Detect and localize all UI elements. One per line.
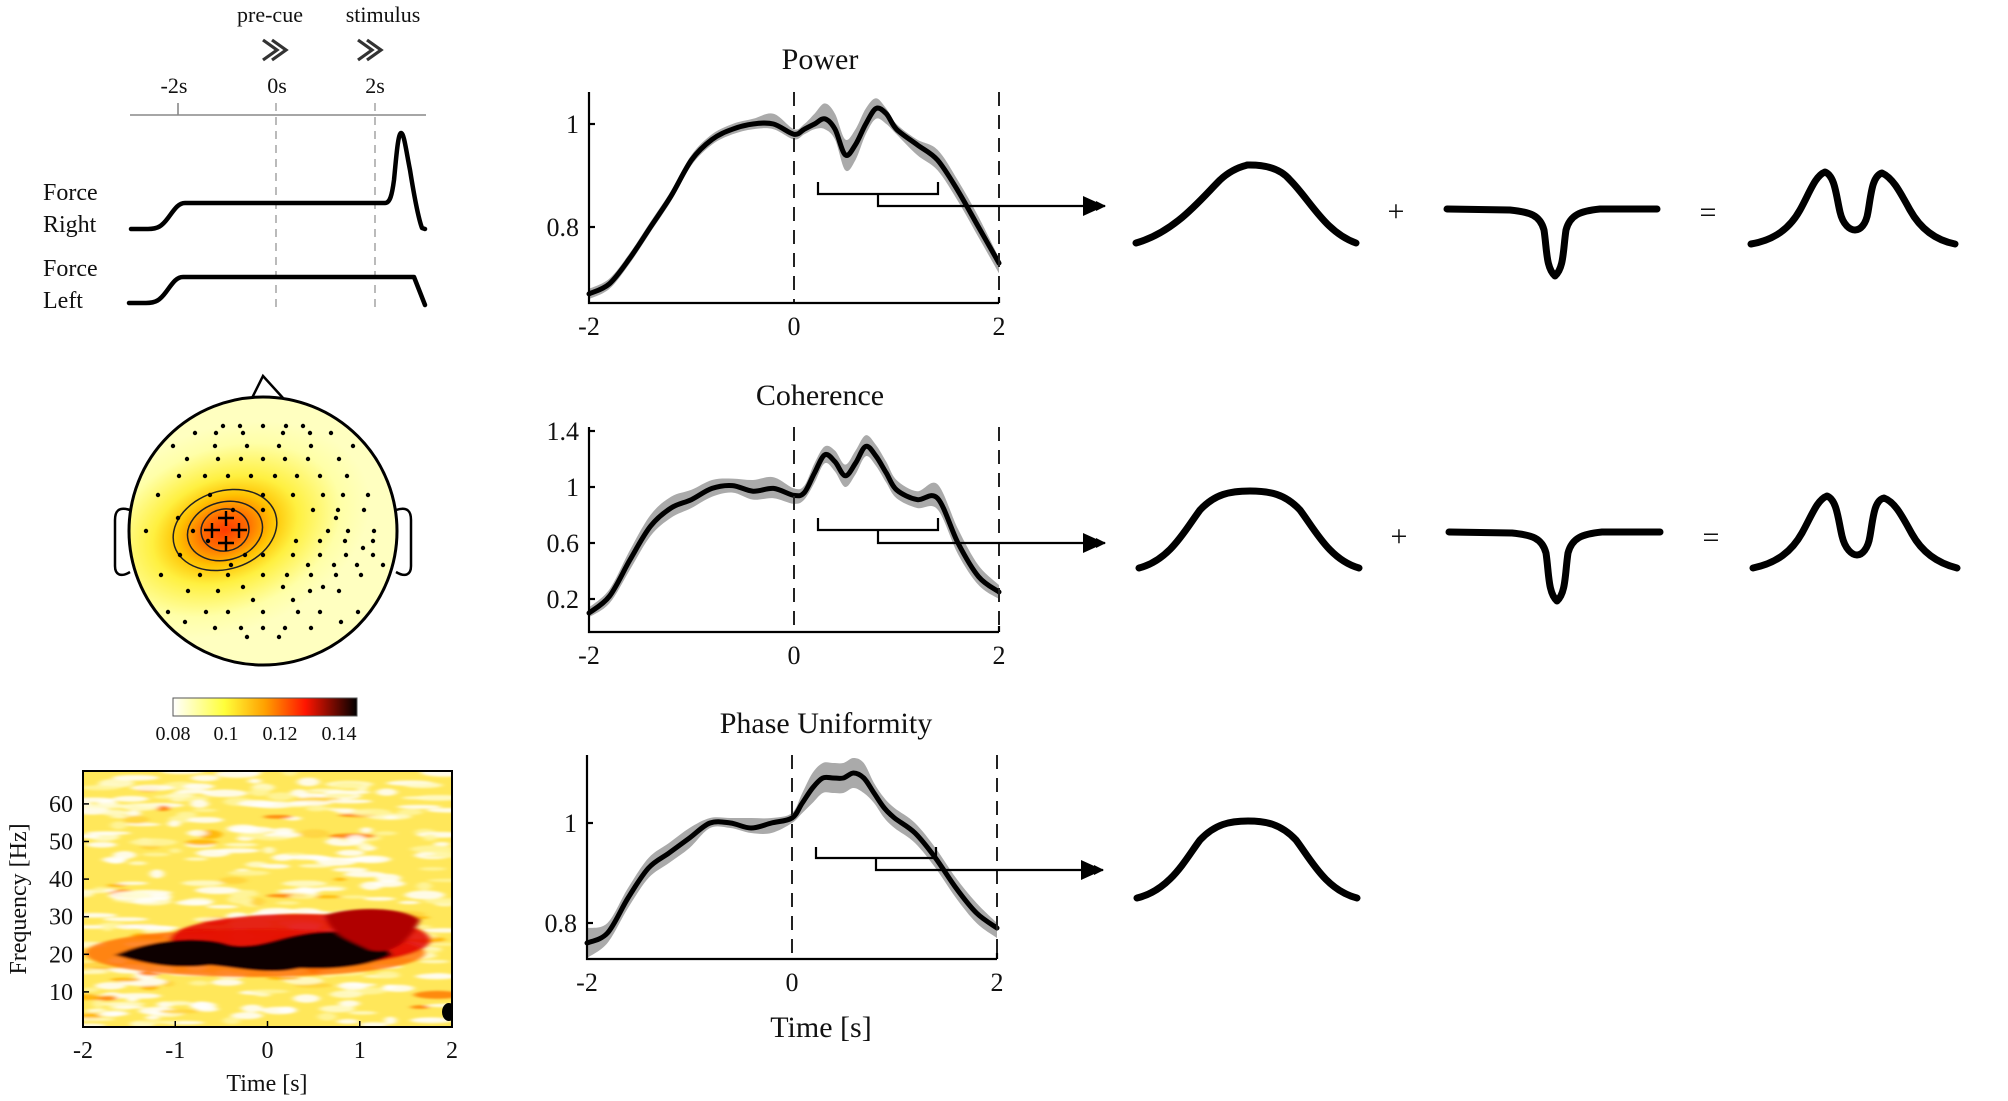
x-tick-label: 0 bbox=[786, 968, 799, 997]
force-right-label-2: Right bbox=[43, 212, 97, 238]
window-bracket-arrow bbox=[816, 518, 1105, 543]
nose bbox=[250, 373, 284, 399]
y-tick-label: 0.8 bbox=[545, 909, 578, 938]
mean-curve bbox=[584, 770, 1000, 946]
contour-lines bbox=[172, 488, 278, 572]
task-timeline: pre-cue stimulus -2s 0s 2s Force Right F… bbox=[43, 2, 428, 314]
confidence-band bbox=[587, 758, 997, 958]
double-chevron-icon bbox=[262, 38, 289, 62]
sustained-component-shape bbox=[1135, 487, 1363, 572]
colorbar-tick: 0.14 bbox=[322, 723, 357, 745]
colorbar-tick: 0.08 bbox=[156, 723, 191, 745]
force-left-label-1: Force bbox=[43, 256, 98, 282]
svg-text:10: 10 bbox=[49, 980, 73, 1006]
svg-text:20: 20 bbox=[49, 942, 73, 968]
axes bbox=[587, 92, 999, 305]
mean-curve bbox=[586, 105, 1002, 297]
spectrogram-y-ticks: 10 20 30 40 50 60 bbox=[49, 792, 89, 1006]
tick-label-minus2s: -2s bbox=[161, 73, 188, 98]
x-tick-label: 0 bbox=[788, 312, 801, 341]
spectrogram-xlabel: Time [s] bbox=[226, 1071, 307, 1097]
stimulus-label: stimulus bbox=[346, 2, 421, 27]
tick-label-0s: 0s bbox=[267, 73, 287, 98]
event-stimulus: stimulus bbox=[346, 2, 421, 62]
arrowhead-icon bbox=[1083, 196, 1105, 216]
svg-text:0: 0 bbox=[262, 1038, 274, 1064]
head-outline bbox=[127, 395, 399, 667]
force-left-trace bbox=[126, 274, 428, 308]
transient-dip-shape bbox=[1445, 528, 1664, 605]
svg-text:-1: -1 bbox=[165, 1038, 185, 1064]
tick-label-2s: 2s bbox=[365, 73, 385, 98]
combined-shape bbox=[1749, 492, 1961, 572]
power-title: Power bbox=[782, 43, 859, 76]
window-bracket-arrow bbox=[814, 847, 1103, 870]
decomposition-row-coherence: + = bbox=[1135, 487, 1961, 605]
left-ear bbox=[113, 507, 131, 577]
svg-text:30: 30 bbox=[49, 905, 73, 931]
svg-text:60: 60 bbox=[49, 792, 73, 818]
plus-sign: + bbox=[1388, 195, 1405, 228]
colorbar: 0.08 0.1 0.12 0.14 bbox=[156, 697, 358, 745]
phase-uniformity-plot: Phase Uniformity Time [s] 0.8 1 -2 0 2 bbox=[545, 707, 1104, 1044]
confidence-band bbox=[589, 435, 999, 618]
coherence-title: Coherence bbox=[756, 379, 884, 412]
right-ear bbox=[395, 507, 413, 577]
colorbar-tick: 0.12 bbox=[263, 723, 298, 745]
beta-band-blob bbox=[85, 908, 430, 977]
time-frequency-plot: 10 20 30 40 50 60 -2 -1 0 1 2 Frequency [Hz] Time… bbox=[6, 770, 458, 1097]
y-tick-label: 1 bbox=[564, 809, 577, 838]
selected-electrode-markers bbox=[204, 511, 247, 551]
x-tick-label: -2 bbox=[576, 968, 598, 997]
x-tick-label: 2 bbox=[993, 641, 1006, 670]
double-chevron-icon bbox=[357, 38, 384, 62]
power-plot: Power 0.8 1 -2 0 2 bbox=[547, 43, 1106, 341]
combined-shape bbox=[1747, 168, 1959, 248]
plus-sign: + bbox=[1391, 520, 1408, 553]
y-tick-label: 0.6 bbox=[547, 529, 580, 558]
colorbar-tick: 0.1 bbox=[214, 723, 239, 745]
x-tick-label: 2 bbox=[993, 312, 1006, 341]
decomposition-row-power: + = bbox=[1132, 161, 1959, 280]
force-right-label-1: Force bbox=[43, 180, 98, 206]
phase-uniformity-title: Phase Uniformity bbox=[720, 707, 932, 740]
scalp-topography bbox=[113, 373, 413, 667]
force-right-trace bbox=[128, 130, 428, 232]
equals-sign: = bbox=[1703, 521, 1720, 554]
axes bbox=[587, 427, 999, 634]
x-tick-label: 0 bbox=[788, 641, 801, 670]
svg-text:40: 40 bbox=[49, 867, 73, 893]
arrowhead-icon bbox=[1081, 860, 1103, 880]
window-bracket-arrow bbox=[816, 182, 1105, 206]
spectrogram-x-ticks: -2 -1 0 1 2 bbox=[73, 1021, 458, 1064]
decomposition-row-phase bbox=[1133, 817, 1361, 902]
y-tick-label: 0.2 bbox=[547, 585, 580, 614]
precue-label: pre-cue bbox=[237, 2, 303, 27]
svg-text:2: 2 bbox=[446, 1038, 458, 1064]
mean-curve bbox=[586, 443, 1002, 616]
time-axis-label: Time [s] bbox=[770, 1011, 871, 1044]
svg-text:-2: -2 bbox=[73, 1038, 93, 1064]
y-tick-label: 1.4 bbox=[547, 417, 580, 446]
y-tick-label: 0.8 bbox=[547, 213, 580, 242]
force-left-label-2: Left bbox=[43, 288, 83, 314]
sustained-component-shape bbox=[1132, 161, 1360, 247]
arrowhead-icon bbox=[1083, 533, 1105, 553]
svg-text:1: 1 bbox=[354, 1038, 366, 1064]
equals-sign: = bbox=[1700, 196, 1717, 229]
x-tick-label: -2 bbox=[578, 312, 600, 341]
sustained-component-shape bbox=[1133, 817, 1361, 902]
y-tick-label: 1 bbox=[566, 473, 579, 502]
coherence-plot: Coherence 0.2 0.6 1 1.4 -2 0 2 bbox=[547, 379, 1106, 670]
x-tick-label: -2 bbox=[578, 641, 600, 670]
y-tick-label: 1 bbox=[566, 110, 579, 139]
electrode-dots bbox=[143, 423, 386, 640]
spectrogram-ylabel: Frequency [Hz] bbox=[6, 823, 32, 974]
event-precue: pre-cue bbox=[237, 2, 303, 62]
transient-dip-shape bbox=[1443, 205, 1661, 280]
x-tick-label: 2 bbox=[991, 968, 1004, 997]
svg-text:50: 50 bbox=[49, 830, 73, 856]
